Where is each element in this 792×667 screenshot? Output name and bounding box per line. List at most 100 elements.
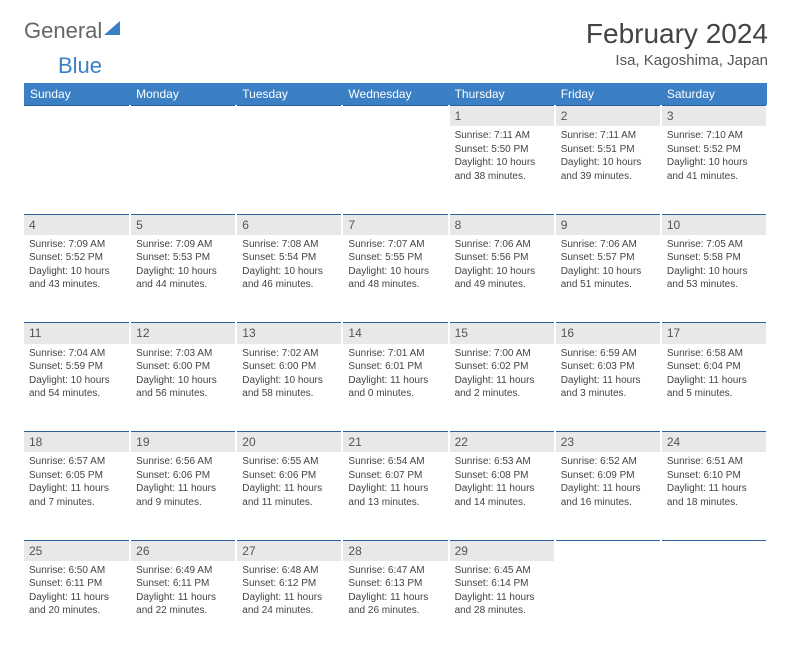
sunset-text: Sunset: 6:14 PM [455, 577, 549, 591]
sunrise-text: Sunrise: 7:04 AM [29, 347, 124, 361]
sunset-text: Sunset: 6:00 PM [242, 360, 336, 374]
daylight-text: Daylight: 11 hours and 28 minutes. [455, 591, 549, 618]
day-data-cell: Sunrise: 6:50 AMSunset: 6:11 PMDaylight:… [24, 561, 130, 649]
day-data-cell: Sunrise: 6:56 AMSunset: 6:06 PMDaylight:… [130, 452, 236, 540]
sunrise-text: Sunrise: 6:50 AM [29, 564, 124, 578]
sunrise-text: Sunrise: 7:02 AM [242, 347, 336, 361]
day-number-cell [342, 106, 448, 127]
sunset-text: Sunset: 6:08 PM [455, 469, 549, 483]
daylight-text: Daylight: 10 hours and 44 minutes. [136, 265, 230, 292]
sunset-text: Sunset: 5:52 PM [29, 251, 124, 265]
day-number-cell: 16 [555, 323, 661, 344]
daylight-text: Daylight: 11 hours and 0 minutes. [348, 374, 442, 401]
day-data-cell: Sunrise: 7:09 AMSunset: 5:53 PMDaylight:… [130, 235, 236, 323]
sunrise-text: Sunrise: 6:57 AM [29, 455, 124, 469]
day-number-cell: 26 [130, 540, 236, 561]
col-monday: Monday [130, 83, 236, 106]
day-number-cell [130, 106, 236, 127]
daynum-row: 123 [24, 106, 767, 127]
sunset-text: Sunset: 6:02 PM [455, 360, 549, 374]
day-data-cell: Sunrise: 7:03 AMSunset: 6:00 PMDaylight:… [130, 344, 236, 432]
sunrise-text: Sunrise: 7:09 AM [136, 238, 230, 252]
daylight-text: Daylight: 11 hours and 18 minutes. [667, 482, 761, 509]
day-number-cell [661, 540, 767, 561]
day-number-cell: 23 [555, 432, 661, 453]
day-number-cell: 25 [24, 540, 130, 561]
day-data-cell: Sunrise: 6:59 AMSunset: 6:03 PMDaylight:… [555, 344, 661, 432]
daylight-text: Daylight: 11 hours and 2 minutes. [455, 374, 549, 401]
brand-part2: Blue [58, 53, 102, 78]
daynum-row: 45678910 [24, 214, 767, 235]
daylight-text: Daylight: 10 hours and 51 minutes. [561, 265, 655, 292]
day-number-cell: 24 [661, 432, 767, 453]
calendar-page: General February 2024 Isa, Kagoshima, Ja… [0, 0, 792, 667]
sunset-text: Sunset: 5:54 PM [242, 251, 336, 265]
sunrise-text: Sunrise: 6:53 AM [455, 455, 549, 469]
col-friday: Friday [555, 83, 661, 106]
day-data-cell [342, 126, 448, 214]
day-number-cell: 21 [342, 432, 448, 453]
sunrise-text: Sunrise: 6:54 AM [348, 455, 442, 469]
day-number-cell: 28 [342, 540, 448, 561]
day-data-cell [555, 561, 661, 649]
day-data-cell: Sunrise: 6:47 AMSunset: 6:13 PMDaylight:… [342, 561, 448, 649]
day-data-cell [130, 126, 236, 214]
col-wednesday: Wednesday [342, 83, 448, 106]
sunset-text: Sunset: 5:51 PM [561, 143, 655, 157]
brand-part1: General [24, 18, 102, 44]
sunrise-text: Sunrise: 7:06 AM [455, 238, 549, 252]
daynum-row: 11121314151617 [24, 323, 767, 344]
daylight-text: Daylight: 10 hours and 38 minutes. [455, 156, 549, 183]
sunrise-text: Sunrise: 6:56 AM [136, 455, 230, 469]
daylight-text: Daylight: 10 hours and 43 minutes. [29, 265, 124, 292]
sunset-text: Sunset: 5:56 PM [455, 251, 549, 265]
sunset-text: Sunset: 5:57 PM [561, 251, 655, 265]
data-row: Sunrise: 7:09 AMSunset: 5:52 PMDaylight:… [24, 235, 767, 323]
daynum-row: 2526272829 [24, 540, 767, 561]
sunset-text: Sunset: 6:05 PM [29, 469, 124, 483]
sunset-text: Sunset: 6:10 PM [667, 469, 761, 483]
day-data-cell: Sunrise: 6:48 AMSunset: 6:12 PMDaylight:… [236, 561, 342, 649]
data-row: Sunrise: 7:04 AMSunset: 5:59 PMDaylight:… [24, 344, 767, 432]
day-number-cell: 6 [236, 214, 342, 235]
daylight-text: Daylight: 11 hours and 9 minutes. [136, 482, 230, 509]
sunset-text: Sunset: 6:04 PM [667, 360, 761, 374]
daylight-text: Daylight: 11 hours and 3 minutes. [561, 374, 655, 401]
day-number-cell: 4 [24, 214, 130, 235]
sunset-text: Sunset: 6:06 PM [242, 469, 336, 483]
day-data-cell [24, 126, 130, 214]
brand-logo: General [24, 18, 120, 44]
day-data-cell: Sunrise: 6:49 AMSunset: 6:11 PMDaylight:… [130, 561, 236, 649]
sunset-text: Sunset: 6:03 PM [561, 360, 655, 374]
daylight-text: Daylight: 11 hours and 13 minutes. [348, 482, 442, 509]
sunrise-text: Sunrise: 6:45 AM [455, 564, 549, 578]
daylight-text: Daylight: 10 hours and 46 minutes. [242, 265, 336, 292]
day-number-cell: 19 [130, 432, 236, 453]
day-data-cell: Sunrise: 7:10 AMSunset: 5:52 PMDaylight:… [661, 126, 767, 214]
day-data-cell: Sunrise: 6:57 AMSunset: 6:05 PMDaylight:… [24, 452, 130, 540]
sunrise-text: Sunrise: 6:52 AM [561, 455, 655, 469]
sunrise-text: Sunrise: 7:09 AM [29, 238, 124, 252]
day-data-cell: Sunrise: 7:05 AMSunset: 5:58 PMDaylight:… [661, 235, 767, 323]
sunrise-text: Sunrise: 7:08 AM [242, 238, 336, 252]
col-sunday: Sunday [24, 83, 130, 106]
daylight-text: Daylight: 10 hours and 48 minutes. [348, 265, 442, 292]
sunset-text: Sunset: 5:52 PM [667, 143, 761, 157]
sunrise-text: Sunrise: 7:07 AM [348, 238, 442, 252]
day-data-cell: Sunrise: 6:55 AMSunset: 6:06 PMDaylight:… [236, 452, 342, 540]
sunset-text: Sunset: 6:01 PM [348, 360, 442, 374]
sunrise-text: Sunrise: 6:59 AM [561, 347, 655, 361]
day-number-cell: 1 [449, 106, 555, 127]
day-data-cell: Sunrise: 7:01 AMSunset: 6:01 PMDaylight:… [342, 344, 448, 432]
day-number-cell: 18 [24, 432, 130, 453]
sunset-text: Sunset: 6:12 PM [242, 577, 336, 591]
day-data-cell: Sunrise: 6:51 AMSunset: 6:10 PMDaylight:… [661, 452, 767, 540]
day-number-cell: 8 [449, 214, 555, 235]
day-data-cell: Sunrise: 7:11 AMSunset: 5:50 PMDaylight:… [449, 126, 555, 214]
sunrise-text: Sunrise: 6:48 AM [242, 564, 336, 578]
day-data-cell: Sunrise: 6:52 AMSunset: 6:09 PMDaylight:… [555, 452, 661, 540]
sunrise-text: Sunrise: 7:03 AM [136, 347, 230, 361]
sunrise-text: Sunrise: 7:01 AM [348, 347, 442, 361]
calendar-table: Sunday Monday Tuesday Wednesday Thursday… [24, 83, 768, 649]
brand-part2-wrap: Blue [24, 53, 768, 79]
